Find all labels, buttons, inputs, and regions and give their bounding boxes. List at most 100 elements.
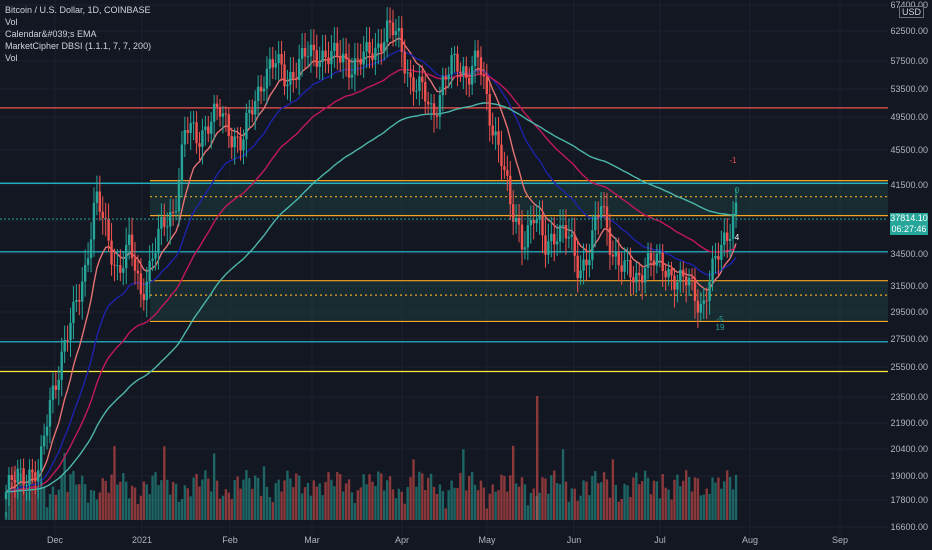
candle-body [45,426,49,436]
candle-body [491,125,494,136]
candle-body [734,202,738,215]
candle-body [426,101,430,105]
candle-body [582,259,585,271]
volume-bar [640,481,644,520]
candle-body [19,468,22,470]
candle-body [353,58,357,75]
volume-bar [83,484,87,520]
volume-bar [374,486,377,520]
candle-body [485,76,489,94]
volume-bar [22,475,25,520]
volume-bar [330,479,333,520]
volume-bar [447,490,450,520]
price-axis[interactable] [888,0,932,550]
volume-bar [16,487,19,520]
volume-bar [312,480,316,520]
candle-body [385,20,389,43]
volume-bar [19,473,22,520]
candle-body [523,247,527,250]
y-tick-label: 49500.00 [890,112,928,122]
candle-body [503,166,506,171]
y-tick-label: 19000.00 [890,471,928,481]
candle-body [192,122,195,124]
volume-bar [34,485,37,520]
candle-body [682,269,685,277]
legend-vol: Vol [5,17,18,27]
volume-bar [567,501,571,520]
candle-body [259,86,263,92]
candle-body [122,268,125,273]
candle-body [303,48,307,57]
volume-bar [122,473,125,520]
candle-body [31,469,34,473]
candle-body [69,322,72,341]
candle-body [54,385,58,390]
volume-bar [78,484,81,520]
currency-badge[interactable]: USD [899,6,925,18]
volume-bar [406,487,409,520]
candle-body [412,77,415,92]
candle-body [315,50,318,67]
candle-body [251,109,254,115]
candle-body [550,233,553,242]
candle-body [424,82,427,102]
volume-bar [10,482,14,520]
volume-bar [289,478,292,520]
volume-bar [130,485,134,520]
candle-body [242,139,245,151]
volume-bar [509,475,512,520]
candle-body [201,130,204,147]
candle-body [514,217,518,222]
volume-bar [491,484,494,520]
volume-bar [523,484,527,520]
volume-bar [465,490,468,520]
volume-bar [444,508,447,520]
volume-bar [89,490,93,520]
candle-body [470,66,474,85]
volume-bar [667,489,670,520]
candle-body [78,299,81,302]
volume-bar [127,498,131,520]
candle-body [341,53,345,63]
volume-bar [649,494,653,520]
y-tick-label: 67400.00 [890,0,928,10]
candle-body [7,474,11,492]
ema-lines [5,37,737,493]
countdown-label: 06:27:46 [890,224,928,235]
candle-body [544,235,547,255]
volume-bar [526,505,530,520]
volume-bar [462,449,465,520]
candle-body [714,256,717,259]
volume-bar [98,492,102,520]
candle-body [239,136,242,151]
volume-bar [339,474,342,520]
volume-bar [388,476,392,520]
volume-bar [362,474,365,520]
volume-bar [245,470,248,520]
volume-bar [230,499,233,520]
volume-bar [168,494,172,520]
volume-bar [283,480,286,520]
candle-body [142,294,145,301]
volume-bar [81,475,84,520]
candle-body [157,228,160,254]
candle-body [283,64,286,87]
candle-body [456,53,459,72]
candle-body [711,258,714,282]
candle-body [380,43,383,52]
candle-body [75,299,78,302]
candle-body [116,265,119,267]
volume-bar [174,483,178,520]
y-tick-label: 34500.00 [890,249,928,259]
candle-body [95,191,99,203]
volume-bar [538,492,541,520]
volume-bar [48,494,52,520]
candle-body [488,93,491,126]
volume-bar [297,475,301,520]
candle-body [86,258,90,265]
volume-bar [133,487,137,520]
volume-bar [207,478,210,520]
volume-bar [558,484,562,520]
volume-bar [347,479,351,520]
